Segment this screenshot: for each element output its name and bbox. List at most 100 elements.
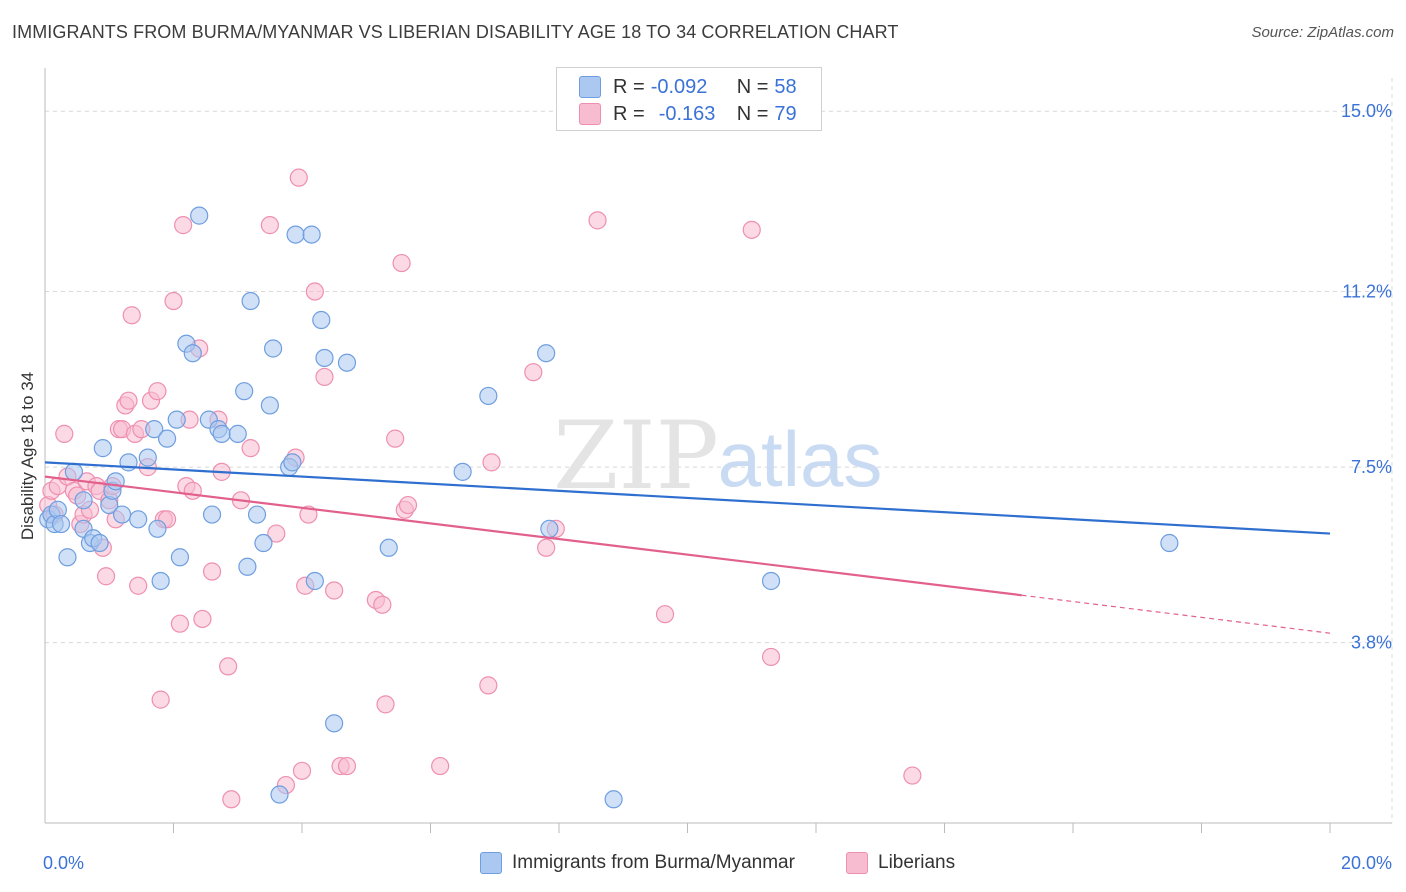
point-burma-46 [305,571,324,591]
x-tick-label-start: 0.0% [43,853,84,873]
point-burma-39 [260,396,279,415]
point-liberian-29 [148,382,167,401]
point-liberian-76 [742,220,761,239]
point-burma-34 [235,382,254,401]
point-burma-33 [228,424,247,443]
point-liberian-62 [373,595,392,614]
point-liberian-55 [299,505,318,524]
legend-n-label: N = [736,75,769,98]
point-liberian-47 [241,439,260,458]
point-burma-25 [170,548,190,567]
point-burma-48 [315,348,334,368]
point-liberian-35 [174,216,193,235]
point-burma-19 [138,448,157,467]
watermark-atlas: atlas [718,415,883,503]
legend-row-liberians: R = -0.163 N = 79 [579,101,797,127]
point-liberian-22 [119,391,138,410]
point-burma-47 [312,310,331,330]
point-burma-18 [129,510,148,529]
series-label-liberians: Liberians [878,852,956,873]
point-burma-51 [379,538,398,557]
point-liberian-69 [479,676,498,695]
legend-n-value-burma: 58 [774,75,797,98]
point-liberian-65 [392,253,411,273]
point-liberian-53 [292,761,312,780]
trend-line-liberians-extension [1021,594,1331,634]
point-burma-5 [58,548,77,567]
point-burma-50 [337,353,357,372]
point-liberian-33 [164,291,183,311]
trend-lines [44,461,1331,634]
point-burma-15 [106,472,125,491]
point-liberian-58 [325,581,344,600]
point-burma-43 [283,453,302,472]
trend-line-burma [44,461,1331,535]
point-burma-40 [263,339,283,358]
point-burma-53 [479,386,498,406]
point-burma-6 [64,462,84,481]
point-liberian-41 [202,562,222,581]
series-legend-burma: Immigrants from Burma/Myanmar [480,852,795,874]
point-liberian-15 [96,567,116,586]
point-liberian-71 [524,363,543,382]
point-burma-20 [145,420,164,439]
legend-r-label: R = [613,102,645,125]
y-tick-label-2: 7.5% [1351,457,1392,477]
point-liberian-25 [129,576,148,595]
legend-r-value-liberians: -0.163 [658,102,716,125]
point-burma-11 [90,533,109,553]
point-liberian-74 [588,211,607,230]
series-swatch-pink [846,852,868,874]
point-liberian-63 [376,695,395,714]
tick-labels: 15.0% 11.2% 7.5% 3.8% 0.0% 20.0% [43,101,1392,873]
point-liberian-56 [305,282,324,301]
x-tick-label-end: 20.0% [1341,853,1392,873]
chart-title: IMMIGRANTS FROM BURMA/MYANMAR VS LIBERIA… [12,22,899,42]
point-burma-36 [241,291,260,311]
point-burma-38 [254,533,273,553]
point-liberian-72 [537,538,556,557]
point-liberian-75 [655,605,675,624]
point-liberian-45 [222,790,241,809]
point-liberian-68 [431,756,450,776]
trend-line-liberians [44,475,1022,597]
legend-swatch-pink [579,103,601,125]
point-burma-45 [302,225,321,244]
point-burma-35 [238,557,257,576]
legend-n-value-liberians: 79 [774,102,797,125]
point-liberian-60 [337,756,357,776]
point-burma-32 [212,424,231,443]
point-liberian-49 [267,524,286,543]
point-burma-21 [148,519,167,538]
point-burma-22 [151,571,170,591]
point-burma-16 [112,505,132,524]
point-liberian-44 [219,657,238,676]
point-burma-54 [537,344,556,363]
watermark: ZIP atlas [553,402,882,511]
legend-swatch-blue [579,76,601,98]
source-label: Source: ZipAtlas.com [1251,24,1394,41]
point-burma-7 [74,491,93,510]
point-burma-27 [183,344,202,363]
y-tick-label-0: 15.0% [1341,101,1392,121]
point-burma-57 [761,571,781,591]
point-burma-52 [453,462,472,481]
point-liberian-57 [315,367,334,387]
series-swatch-blue [480,852,502,874]
point-liberian-77 [761,647,781,667]
point-liberian-40 [193,609,212,629]
point-burma-4 [51,514,71,534]
point-liberian-48 [260,216,279,235]
series-legend-liberians: Liberians [846,852,955,874]
point-burma-58 [1160,533,1179,553]
point-burma-37 [247,505,267,524]
point-liberian-34 [170,614,190,633]
legend-n-label: N = [736,102,769,125]
point-burma-49 [325,714,344,733]
point-liberian-30 [151,690,170,709]
point-burma-44 [286,225,305,244]
point-burma-55 [540,519,559,538]
point-liberian-4 [55,424,74,443]
legend-r-value-burma: -0.092 [650,75,708,98]
